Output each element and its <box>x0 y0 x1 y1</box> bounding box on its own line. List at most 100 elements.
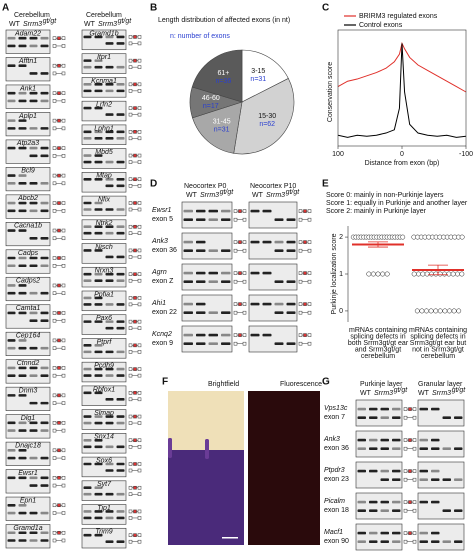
exon-box <box>52 146 57 150</box>
panel-letter: E <box>322 179 329 190</box>
gel-band <box>83 374 92 377</box>
gel-band <box>116 492 125 496</box>
gene-label: Dnajc18 <box>15 442 41 449</box>
gel-band <box>83 510 92 513</box>
exon-box <box>137 397 142 402</box>
gel-band <box>83 89 92 93</box>
gel-band <box>40 72 49 75</box>
exon-box <box>408 407 412 411</box>
gel-band <box>274 311 284 314</box>
gel-band <box>183 333 193 337</box>
gel-band <box>196 280 206 283</box>
gel <box>81 266 127 288</box>
genotype-allele: gt/gt <box>394 387 409 394</box>
exon-box <box>128 326 133 330</box>
gel-band <box>196 249 206 252</box>
gene-label: Ptprf <box>97 339 113 346</box>
exon-box <box>52 91 57 95</box>
gel <box>81 219 127 240</box>
gene-label: Ntrk2 <box>96 220 113 227</box>
legend-text: Score 0: mainly in non-Purkinje layers <box>326 192 444 199</box>
gel-band <box>250 271 260 275</box>
exon-box <box>133 319 137 324</box>
exon-box <box>298 302 303 306</box>
gel-band <box>83 154 92 157</box>
gel-band <box>286 249 296 252</box>
exon-box <box>52 428 57 433</box>
gel <box>81 527 127 549</box>
exon-box <box>128 231 133 235</box>
gel-band <box>94 462 103 466</box>
gel-band <box>94 415 103 418</box>
exon-box <box>128 201 133 205</box>
exon-box <box>52 483 57 488</box>
gel-band <box>380 469 389 473</box>
exon-box <box>128 160 133 164</box>
gel-band <box>105 350 114 354</box>
gel-band <box>29 182 38 185</box>
legend-text: Score 1: equally in Purkinje and another… <box>326 200 468 207</box>
pie-slice <box>191 49 243 103</box>
exon-box <box>52 476 57 480</box>
exon-box <box>57 228 61 233</box>
gene-label: Bcl9 <box>21 168 35 175</box>
exon-box <box>412 438 417 442</box>
gel-band <box>18 146 27 150</box>
gel-band <box>116 279 125 282</box>
genotype-allele: gt/gt <box>118 18 133 25</box>
gel-band <box>18 127 27 130</box>
slice-category: 3-15 <box>251 68 265 75</box>
exon-label: exon 18 <box>324 507 349 514</box>
gene-label: Cadps2 <box>16 278 40 285</box>
gel-band <box>196 342 206 345</box>
exon-box <box>408 531 412 535</box>
exon-box <box>61 503 66 508</box>
gel-band <box>221 342 231 345</box>
gel-band <box>116 421 125 425</box>
data-point <box>429 271 434 277</box>
gel-band <box>419 469 428 473</box>
exon-box <box>61 366 66 370</box>
gel-band <box>208 311 218 314</box>
gel <box>5 386 51 411</box>
exon-box <box>128 82 133 87</box>
gel-band <box>369 438 378 442</box>
y-axis-label: Conservation score <box>327 62 334 122</box>
exon-box <box>61 291 66 295</box>
gel-band <box>116 303 125 306</box>
exon-box <box>128 468 133 473</box>
exon-box <box>52 44 57 48</box>
exon-box <box>57 366 61 370</box>
gel-band <box>431 469 440 473</box>
gel <box>5 304 51 329</box>
gel-band <box>454 540 463 543</box>
gel-band <box>369 447 378 450</box>
gel <box>5 57 51 82</box>
gel-band <box>7 339 16 342</box>
gel-band <box>7 421 16 425</box>
gene-label: Atp2a3 <box>16 140 39 147</box>
gel-band <box>18 394 27 397</box>
data-point <box>416 271 421 277</box>
gel-band <box>94 516 103 520</box>
exon-box <box>128 421 133 425</box>
gel-band <box>392 447 401 450</box>
exon-box <box>137 65 142 69</box>
gel-band <box>29 236 38 240</box>
exon-box <box>128 58 133 63</box>
gene-label: Picalm <box>324 498 345 505</box>
gel-band <box>454 509 463 512</box>
gel-band <box>18 366 27 370</box>
gel-band <box>94 154 103 157</box>
gel <box>81 77 127 98</box>
gene-label: Ptpdr3 <box>324 467 345 474</box>
exon-box <box>52 318 57 323</box>
gel-band <box>40 421 49 425</box>
gene-label: Sox6 <box>96 457 112 464</box>
gel-band <box>357 469 366 473</box>
gel-band <box>116 83 125 86</box>
exon-box <box>137 485 142 490</box>
brightfield-tissue <box>168 450 244 545</box>
gel-band <box>40 182 49 185</box>
gel-band <box>250 333 260 337</box>
